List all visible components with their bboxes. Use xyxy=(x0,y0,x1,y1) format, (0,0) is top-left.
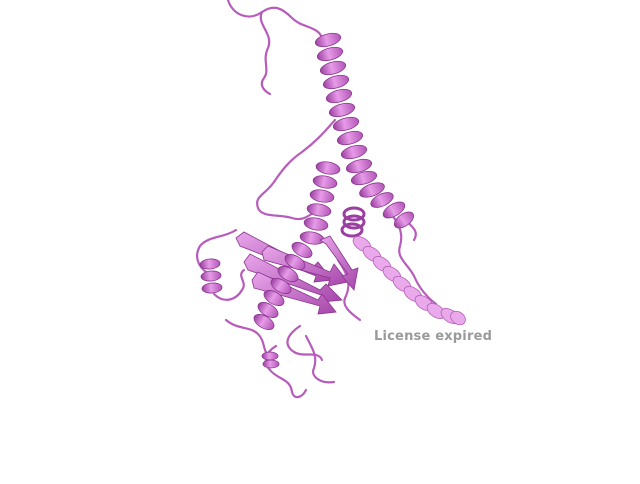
top-left-coil xyxy=(259,10,272,96)
bottom-small-helix xyxy=(261,351,280,369)
bottom-left-coil xyxy=(224,318,272,358)
beta-strand-5 xyxy=(319,235,359,291)
n-terminal-coil xyxy=(226,0,324,40)
bottom-coil-c xyxy=(286,324,324,362)
bottom-coil-b xyxy=(304,334,336,384)
upper-connector-coil xyxy=(256,118,337,221)
license-watermark: License expired xyxy=(374,329,493,344)
left-small-helix xyxy=(199,258,223,294)
central-coil xyxy=(336,258,362,322)
lower-left-helix xyxy=(253,242,313,330)
mid-left-coil xyxy=(212,268,246,301)
right-diagonal-helix xyxy=(352,236,466,326)
long-alpha-helix xyxy=(314,32,415,229)
central-alpha-helix xyxy=(299,161,341,245)
end-on-helix xyxy=(340,206,366,238)
